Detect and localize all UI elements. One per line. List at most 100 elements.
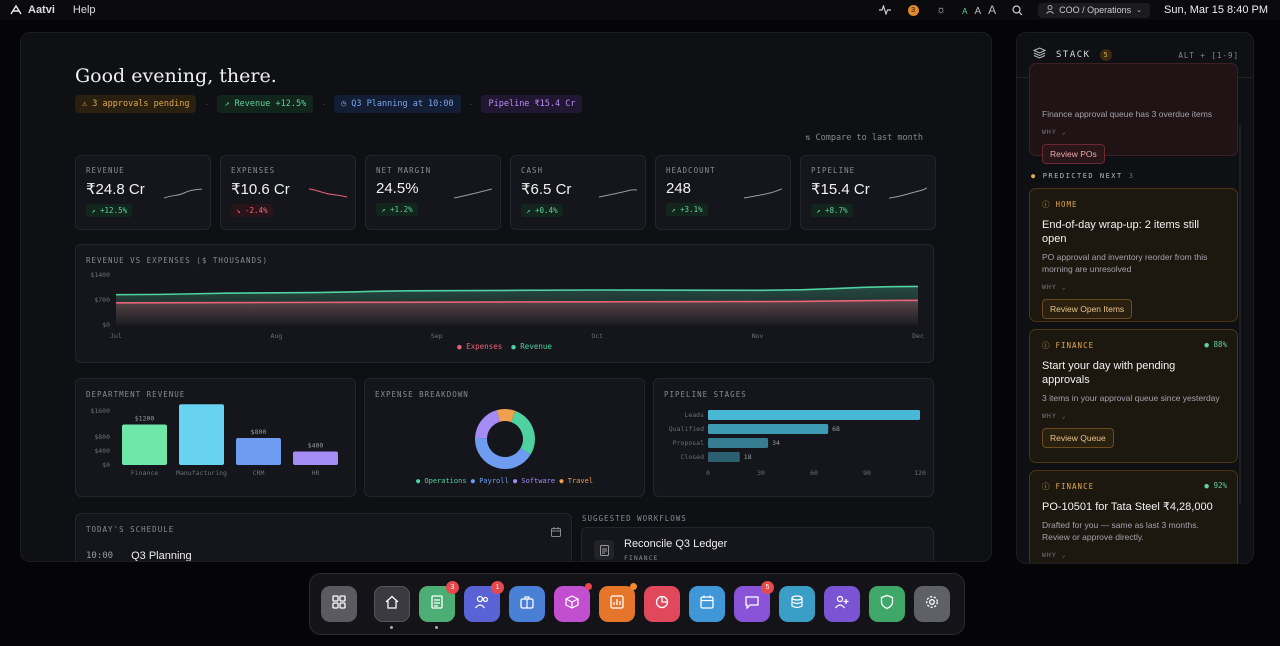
chart-title: PIPELINE STAGES [664, 390, 747, 399]
card-title: Start your day with pending approvals [1042, 360, 1176, 386]
kpi-card-cash[interactable]: CASH ₹6.5 Cr ↗ +0.4% [510, 155, 646, 230]
why-toggle[interactable]: WHY ⌄ [1042, 551, 1067, 559]
home-icon [384, 594, 400, 615]
activity-icon[interactable] [878, 3, 892, 17]
series-line-revenue [115, 285, 919, 296]
review-open-items-button[interactable]: Review Open Items [1042, 299, 1133, 319]
compare-toggle[interactable]: ⇅ Compare to last month [805, 133, 923, 143]
bar-data-label: 68 [832, 425, 840, 433]
bar-data-label: $800 [251, 428, 267, 436]
dock-app-people[interactable]: 1 [464, 581, 504, 622]
role-selector[interactable]: COO / Operations ⌄ [1038, 2, 1151, 18]
kpi-row: REVENUE ₹24.8 Cr ↗ +12.5% EXPENSES ₹10.6… [75, 155, 936, 230]
why-toggle[interactable]: WHY ⌄ [1042, 283, 1067, 291]
dock-app-security[interactable] [869, 586, 905, 622]
document-icon [594, 540, 614, 560]
legend-expenses: Expenses [466, 342, 503, 351]
kpi-card-pipeline[interactable]: PIPELINE ₹15.4 Cr ↗ +8.7% [800, 155, 936, 230]
dock-app-launcher[interactable] [321, 586, 357, 622]
dock-app-home[interactable] [374, 586, 410, 629]
pipeline-stages-panel: PIPELINE STAGES Leads Qualified 68 Proposal… [653, 378, 934, 497]
stack-card-approvals[interactable]: ⓘ FINANCE ● 88% Start your day with pend… [1029, 329, 1238, 463]
series-area-expenses [116, 300, 918, 325]
kpi-card-headcount[interactable]: HEADCOUNT 248 ↗ +3.1% [655, 155, 791, 230]
kpi-card-revenue[interactable]: REVENUE ₹24.8 Cr ↗ +12.5% [75, 155, 211, 230]
stack-card-po[interactable]: ⓘ FINANCE ● 92% PO-10501 for Tata Steel … [1029, 470, 1238, 563]
dock-app-calendar[interactable] [689, 586, 725, 622]
scrollbar[interactable] [1239, 125, 1241, 505]
schedule-item[interactable]: 10:00 Q3 Planning [86, 550, 192, 562]
kpi-card-expenses[interactable]: EXPENSES ₹10.6 Cr ↘ -2.4% [220, 155, 356, 230]
add-user-icon [834, 594, 850, 615]
layers-icon [1032, 46, 1047, 64]
kpi-label: REVENUE [86, 166, 125, 175]
x-tick-label: Finance [131, 469, 158, 477]
card-desc: Drafted for you — same as last 3 months.… [1042, 520, 1199, 542]
calendar-icon [699, 594, 715, 615]
sparkline [744, 188, 782, 199]
user-icon [1046, 4, 1055, 16]
font-size-small[interactable]: A [962, 7, 968, 16]
workflow-item[interactable]: Reconcile Q3 Ledger FINANCE [581, 527, 934, 561]
help-menu[interactable]: Help [72, 4, 96, 16]
calendar-icon[interactable] [551, 524, 561, 542]
card-confidence: ● 88% [1204, 340, 1227, 349]
stack-card-overdue[interactable]: Finance approval queue has 3 overdue ite… [1029, 63, 1238, 164]
kpi-delta: ↗ +0.4% [521, 204, 563, 217]
jobs-icon [519, 594, 535, 615]
why-label: WHY [1042, 283, 1057, 291]
review-pos-button[interactable]: Review POs [1042, 144, 1105, 164]
kpi-delta-value: +12.5% [100, 206, 128, 215]
app-logo[interactable]: Aatvi [10, 4, 55, 16]
approvals-chip[interactable]: ⚠ 3 approvals pending [75, 95, 197, 113]
dock-app-reports[interactable] [599, 583, 637, 622]
card-tag-label: HOME [1055, 200, 1078, 209]
sparkline [454, 188, 492, 199]
y-tick-label: $0 [102, 461, 110, 469]
dock-app-analytics[interactable] [644, 586, 680, 622]
review-queue-button[interactable]: Review Queue [1042, 428, 1114, 448]
revenue-chip[interactable]: ↗ Revenue +12.5% [217, 95, 314, 113]
x-tick-label: 0 [706, 469, 710, 477]
messages-icon [744, 594, 760, 615]
bar-crm [236, 438, 281, 465]
dock-app-settings[interactable] [914, 586, 950, 622]
dock-app-messages[interactable]: 5 [734, 581, 774, 622]
sun-icon[interactable]: ☼ [936, 4, 947, 16]
kpi-delta: ↗ +8.7% [811, 204, 853, 217]
x-tick-label: Manufacturing [176, 469, 227, 477]
kpi-card-net-margin[interactable]: NET MARGIN 24.5% ↗ +1.2% [365, 155, 501, 230]
database-icon [789, 594, 805, 615]
font-size-large[interactable]: A [988, 3, 997, 17]
why-label: WHY [1042, 128, 1057, 136]
notification-badge: 5 [761, 581, 774, 594]
font-size-medium[interactable]: A [974, 6, 982, 17]
sparkline [599, 189, 637, 198]
bar-closed [708, 452, 740, 462]
why-toggle[interactable]: WHY ⌄ [1042, 412, 1067, 420]
pipeline-chip[interactable]: Pipeline ₹15.4 Cr [481, 95, 583, 113]
kpi-value: ₹6.5 Cr [521, 181, 572, 198]
y-tick-label: Closed [681, 453, 705, 461]
notifications-icon[interactable]: 3 [906, 3, 920, 17]
warning-icon: ⚠ [82, 99, 88, 109]
planning-chip[interactable]: ◷ Q3 Planning at 10:00 [334, 95, 461, 113]
dock-app-add-user[interactable] [824, 586, 860, 622]
search-icon[interactable] [1010, 3, 1024, 17]
bar-qualified [708, 424, 829, 434]
card-tag: ⓘ FINANCE [1042, 340, 1225, 351]
schedule-title: TODAY'S SCHEDULE [86, 525, 175, 534]
schedule-label: Q3 Planning [131, 550, 192, 562]
dock-app-ledger[interactable]: 3 [419, 581, 459, 629]
status-chips: ⚠ 3 approvals pending · ↗ Revenue +12.5%… [75, 95, 583, 113]
stack-card-wrapup[interactable]: ⓘ HOME End-of-day wrap-up: 2 items still… [1029, 188, 1238, 322]
dock-app-inventory[interactable] [554, 583, 592, 622]
chip-separator: · [204, 99, 210, 109]
dock-app-jobs[interactable] [509, 586, 545, 622]
dock-app-database[interactable] [779, 586, 815, 622]
why-toggle[interactable]: WHY ⌄ [1042, 128, 1067, 136]
notification-badge: 3 [907, 4, 919, 16]
arrow-up-right-icon: ↗ [224, 99, 230, 109]
x-tick-label: CRM [253, 469, 265, 477]
